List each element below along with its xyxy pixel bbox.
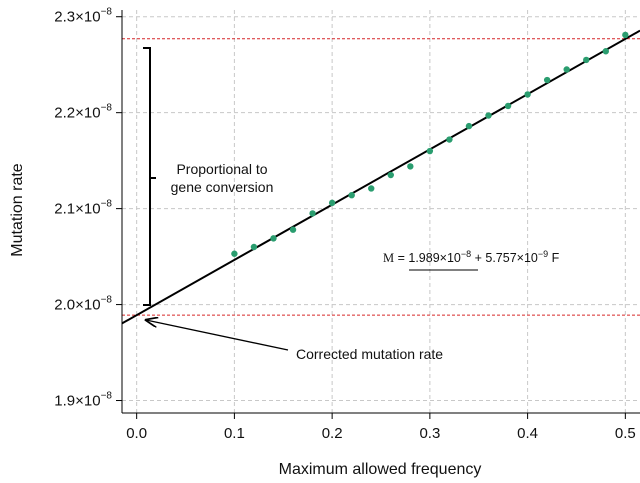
formula-equals: = xyxy=(394,251,408,265)
data-point-5 xyxy=(328,199,336,207)
data-point-7 xyxy=(368,185,375,192)
fit-line-group xyxy=(121,29,640,325)
x-tick-label-1: 0.1 xyxy=(224,425,245,442)
y-tick-label-0: 1.9×10−8 xyxy=(54,391,112,410)
axes: 0.0 0.1 0.2 0.3 0.4 0.5 1.9×10−8 2.0×10−8 2.1×10… xyxy=(54,7,640,442)
data-point-1 xyxy=(250,243,258,251)
data-point-15 xyxy=(524,91,531,98)
data-point-4 xyxy=(309,210,316,217)
gene-conversion-bracket xyxy=(143,47,156,306)
formula-term2-exponent: −9 xyxy=(538,249,548,259)
reference-lines xyxy=(122,38,640,316)
arrow-label: Corrected mutation rate xyxy=(296,346,443,362)
formula-term1: 1.989×10 xyxy=(408,251,461,265)
data-point-3 xyxy=(289,226,297,233)
y-tick-label-1: 2.0×10−8 xyxy=(54,295,112,314)
x-tick-label-0: 0.0 xyxy=(126,425,147,442)
data-points xyxy=(231,31,629,257)
x-tick-label-2: 0.2 xyxy=(322,425,343,442)
data-point-18 xyxy=(583,56,590,64)
data-point-9 xyxy=(407,163,414,170)
data-point-12 xyxy=(465,122,473,130)
gridlines xyxy=(122,10,640,413)
corrected-rate-arrow xyxy=(146,320,289,351)
data-point-6 xyxy=(348,191,355,199)
formula-term1-exponent: −8 xyxy=(461,249,471,259)
data-point-16 xyxy=(543,76,551,84)
data-point-8 xyxy=(387,171,394,179)
data-point-11 xyxy=(446,136,453,143)
data-point-17 xyxy=(563,66,570,73)
formula-term2: + 5.757×10 xyxy=(471,251,538,265)
y-tick-label-2: 2.1×10−8 xyxy=(54,199,112,218)
bracket-label-line2: gene conversion xyxy=(171,179,274,195)
y-tick-label-3: 2.2×10−8 xyxy=(54,103,112,122)
x-tick-label-3: 0.3 xyxy=(419,425,440,442)
data-point-10 xyxy=(426,147,434,155)
y-tick-label-4: 2.3×10−8 xyxy=(54,7,112,26)
data-point-20 xyxy=(622,31,629,39)
data-point-2 xyxy=(270,235,277,242)
data-point-13 xyxy=(485,112,492,119)
x-tick-label-4: 0.4 xyxy=(517,425,538,442)
y-axis-title: Mutation rate xyxy=(9,163,26,256)
regression-formula: M = 1.989×10−8 + 5.757×10−9 F xyxy=(383,249,560,265)
x-axis-title: Maximum allowed frequency xyxy=(279,461,482,478)
formula-variable: F xyxy=(548,251,559,265)
data-point-19 xyxy=(602,48,609,55)
data-point-0 xyxy=(231,250,238,257)
x-tick-label-5: 0.5 xyxy=(615,425,636,442)
fit-line xyxy=(121,29,640,325)
data-point-14 xyxy=(504,102,512,110)
bracket-label-line1: Proportional to xyxy=(176,161,267,177)
formula-lhs: M xyxy=(383,251,394,265)
